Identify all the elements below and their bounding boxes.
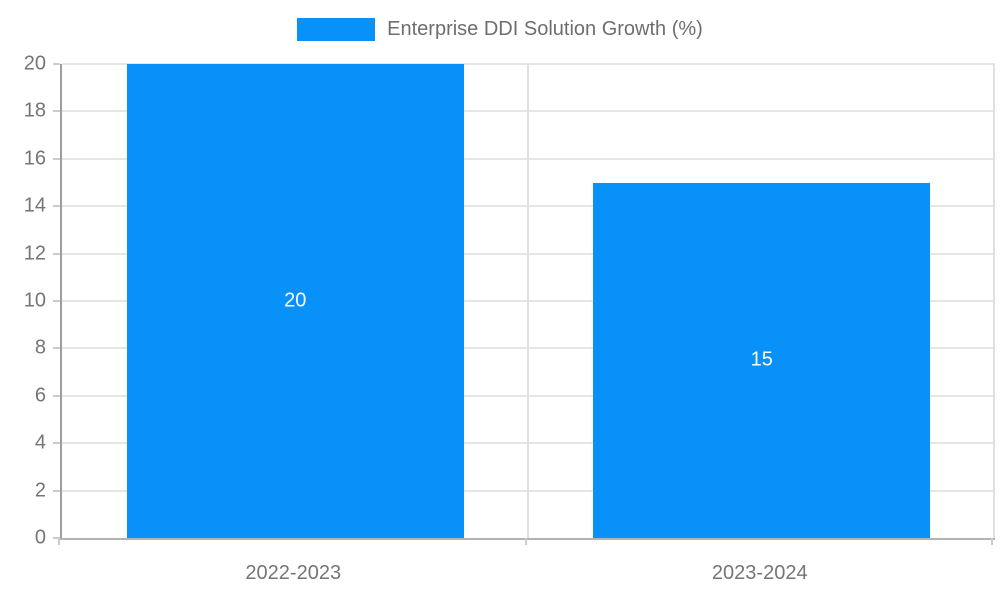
y-axis-tick-label: 2 [34, 479, 46, 502]
y-axis-tick-label: 8 [34, 336, 46, 359]
plot-area: 20 15 [60, 63, 995, 540]
y-axis-tick [53, 252, 60, 255]
gridline-horizontal [62, 157, 995, 160]
gridline-vertical [993, 64, 995, 538]
gridline-horizontal [62, 300, 995, 302]
x-axis-line [60, 538, 995, 540]
y-axis-tick-label: 18 [23, 99, 46, 122]
y-axis-tick [53, 63, 60, 65]
legend-label: Enterprise DDI Solution Growth (%) [387, 18, 703, 40]
gridline-vertical [526, 64, 529, 538]
bar-2023-2024 [593, 182, 931, 538]
gridline-horizontal [62, 110, 995, 113]
y-axis-tick [53, 157, 60, 160]
x-axis-tick [524, 538, 527, 545]
gridline-horizontal [62, 442, 995, 445]
x-axis-category-label: 2023-2024 [711, 562, 808, 584]
y-axis-tick-label: 0 [34, 526, 46, 549]
y-axis-tick [53, 205, 60, 208]
gridline-horizontal [62, 347, 995, 350]
y-axis-tick-label: 14 [23, 194, 46, 217]
y-axis-tick [53, 110, 60, 113]
y-axis-tick [53, 394, 60, 397]
y-axis-tick [53, 489, 60, 492]
y-axis-tick-label: 4 [34, 431, 46, 454]
y-axis-tick [53, 537, 60, 539]
bar-value-label: 20 [284, 289, 307, 312]
gridline-horizontal [62, 394, 995, 397]
chart-legend: Enterprise DDI Solution Growth (%) [0, 18, 1000, 41]
y-axis-tick-label: 6 [34, 384, 46, 407]
y-axis-tick-label: 10 [23, 289, 46, 312]
y-axis-tick-label: 20 [23, 52, 46, 75]
x-axis-category-label: 2022-2023 [245, 562, 342, 584]
bar-value-label: 15 [750, 348, 773, 371]
gridline-horizontal [62, 63, 995, 65]
x-axis-tick [58, 538, 60, 545]
y-axis-tick [53, 442, 60, 445]
gridline-horizontal [62, 252, 995, 255]
y-axis-tick [53, 347, 60, 350]
legend-swatch [297, 18, 376, 41]
bar-2022-2023 [126, 64, 464, 538]
y-axis-tick [53, 300, 60, 302]
y-axis-tick-label: 16 [23, 147, 46, 170]
x-axis-tick [991, 538, 993, 545]
y-axis-tick-label: 12 [23, 242, 46, 265]
gridline-horizontal [62, 489, 995, 492]
gridline-horizontal [62, 205, 995, 208]
